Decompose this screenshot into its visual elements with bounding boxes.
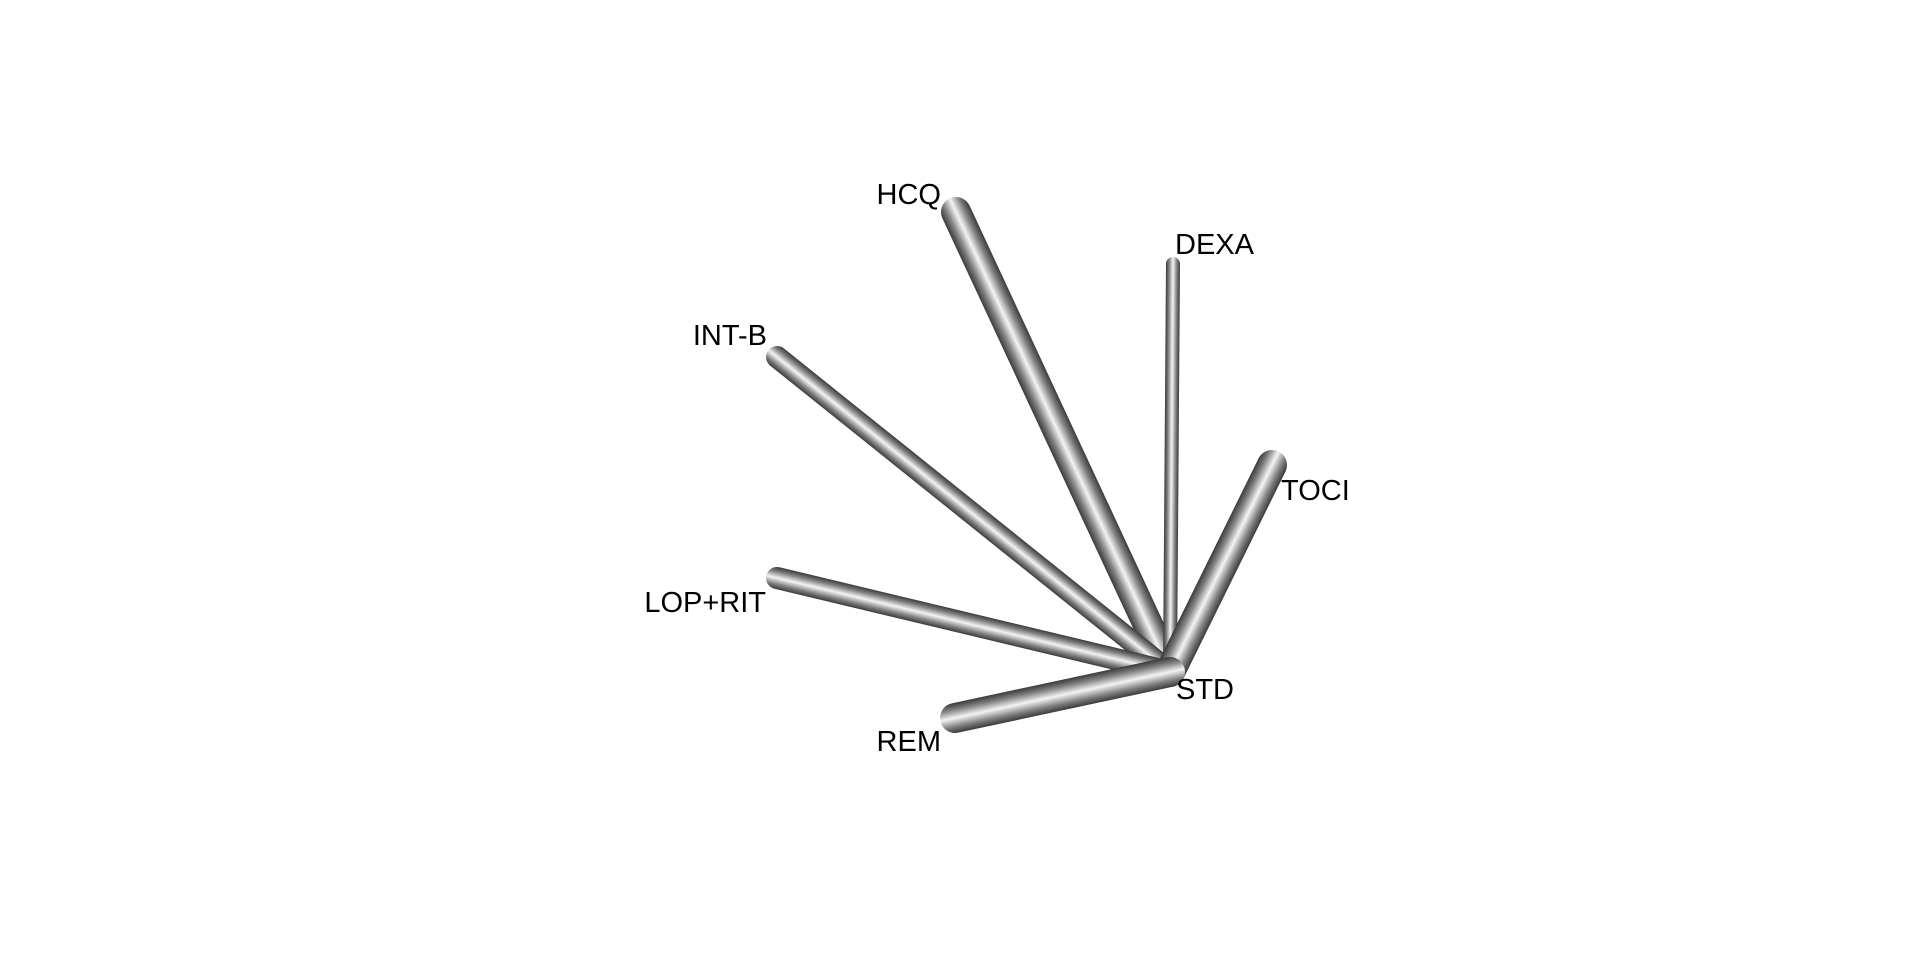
edge-std-int-b <box>766 346 1181 683</box>
node-label-toci: TOCI <box>1281 475 1350 507</box>
edge-std-dexa <box>1163 257 1180 679</box>
node-label-dexa: DEXA <box>1175 229 1255 261</box>
edges-layer <box>766 197 1287 733</box>
node-label-lop-rit: LOP+RIT <box>644 587 766 619</box>
labels-layer: STD HCQ DEXA INT-B TOCI LOP+RIT REM <box>644 179 1349 758</box>
edge-std-lop-rit <box>766 567 1181 683</box>
node-label-rem: REM <box>877 726 941 758</box>
edge-std-toci <box>1155 450 1287 687</box>
edge-std-rem <box>940 657 1185 733</box>
node-label-hcq: HCQ <box>877 179 941 211</box>
edge-std-hcq <box>941 197 1185 687</box>
node-label-std: STD <box>1176 674 1234 706</box>
node-label-int-b: INT-B <box>693 320 767 352</box>
